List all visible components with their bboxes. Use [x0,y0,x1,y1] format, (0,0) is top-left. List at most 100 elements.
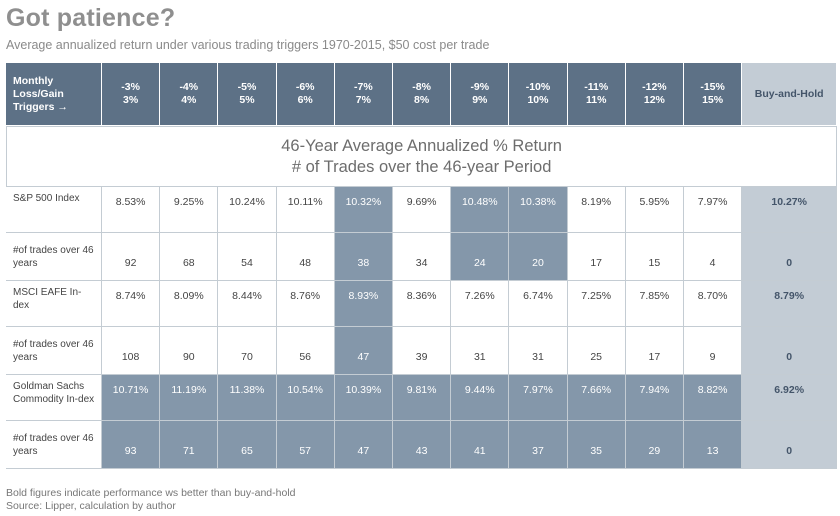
trade-count: 20 [509,233,568,281]
row-trades-label: #of trades over 46 years [6,233,102,281]
return-value: 9.25% [160,187,219,233]
trade-count: 71 [160,421,219,469]
trade-count: 4 [684,233,743,281]
banner-line-2: # of Trades over the 46-year Period [291,157,552,176]
trade-count: 41 [451,421,510,469]
trade-count: 39 [393,327,452,375]
header-buy-and-hold: Buy-and-Hold [742,63,838,126]
trade-count: 57 [276,421,335,469]
header-trigger-col: -10% 10% [509,63,568,126]
return-value: 7.97% [509,375,568,421]
header-trigger-col: -15% 15% [684,63,743,126]
return-value: 11.38% [218,375,277,421]
buy-hold-return: 6.92% [742,375,838,421]
buy-hold-trades: 0 [742,233,838,281]
trade-count: 48 [276,233,335,281]
return-value: 10.48% [451,187,510,233]
return-value: 8.74% [102,281,161,327]
header-trigger-col: -11% 11% [567,63,626,126]
trade-count: 90 [160,327,219,375]
trade-count: 108 [102,327,161,375]
chart-subtitle: Average annualized return under various … [6,38,490,52]
trigger-gain: 6% [297,94,313,106]
banner-line-1: 46-Year Average Annualized % Return [281,136,562,155]
return-value: 11.19% [160,375,219,421]
trigger-loss: -10% [525,81,551,93]
return-value: 9.81% [393,375,452,421]
trigger-loss: -7% [354,81,373,93]
trade-count: 31 [509,327,568,375]
return-value: 8.19% [567,187,626,233]
return-value: 10.54% [276,375,335,421]
return-value: 8.76% [276,281,335,327]
header-trigger-col: -8% 8% [393,63,452,126]
trade-count: 17 [567,233,626,281]
return-value: 10.71% [102,375,161,421]
return-value: 7.26% [451,281,510,327]
header-trigger-col: -12% 12% [625,63,684,126]
trigger-loss: -15% [700,81,725,93]
return-value: 10.32% [334,187,393,233]
trigger-loss: -5% [237,81,257,93]
return-value: 7.85% [625,281,684,327]
return-value: 7.97% [684,187,743,233]
trigger-loss: -3% [121,81,140,93]
trade-count: 13 [684,421,743,469]
trade-count: 9 [684,327,743,375]
buy-hold-trades: 0 [742,327,838,375]
header-triggers: Monthly Loss/Gain Triggers → [6,63,102,126]
buy-hold-trades: 0 [742,421,838,469]
header-trigger-col: -9% 9% [451,63,510,126]
return-value: 9.44% [451,375,510,421]
return-value: 5.95% [625,187,684,233]
table-banner: 46-Year Average Annualized % Return # of … [6,126,838,187]
return-value: 8.53% [102,187,161,233]
return-value: 8.70% [684,281,743,327]
trigger-gain: 4% [181,94,197,106]
return-value: 10.24% [218,187,277,233]
trigger-loss: -11% [584,81,609,93]
return-value: 8.44% [218,281,277,327]
trade-count: 68 [160,233,219,281]
trade-count: 43 [393,421,452,469]
trade-count: 38 [334,233,393,281]
trigger-gain: 10% [527,94,549,106]
header-trigger-col: -6% 6% [276,63,335,126]
trigger-gain: 15% [702,94,724,106]
trade-count: 17 [625,327,684,375]
trade-count: 31 [451,327,510,375]
return-value: 7.66% [567,375,626,421]
trigger-gain: 9% [472,94,488,106]
trade-count: 65 [218,421,277,469]
trigger-loss: -4% [179,81,199,93]
buy-hold-return: 8.79% [742,281,838,327]
row-index-name: Goldman Sachs Commodity In-dex [6,375,102,421]
row-index-name: MSCI EAFE In-dex [6,281,102,327]
trigger-gain: 11% [585,94,607,106]
trigger-loss: -9% [470,81,490,93]
row-trades-label: #of trades over 46 years [6,421,102,469]
trigger-gain: 3% [123,94,139,106]
header-trigger-col: -5% 5% [218,63,277,126]
return-value: 10.39% [334,375,393,421]
trade-count: 93 [102,421,161,469]
header-trigger-col: -7% 7% [334,63,393,126]
trade-count: 56 [276,327,335,375]
trade-count: 54 [218,233,277,281]
trigger-gain: 12% [643,94,665,106]
returns-table: Monthly Loss/Gain Triggers → -3% 3% -4% 4% -5… [6,63,838,476]
header-trigger-col: -3% 3% [102,63,161,126]
trade-count: 34 [393,233,452,281]
row-index-name: S&P 500 Index [6,187,102,233]
buy-hold-return: 10.27% [742,187,838,233]
return-value: 10.11% [276,187,335,233]
trigger-loss: -6% [295,81,315,93]
trade-count: 25 [567,327,626,375]
trade-count: 29 [625,421,684,469]
return-value: 8.09% [160,281,219,327]
return-value: 8.82% [684,375,743,421]
trade-count: 47 [334,421,393,469]
trigger-loss: -12% [642,81,667,93]
trade-count: 70 [218,327,277,375]
return-value: 7.25% [567,281,626,327]
